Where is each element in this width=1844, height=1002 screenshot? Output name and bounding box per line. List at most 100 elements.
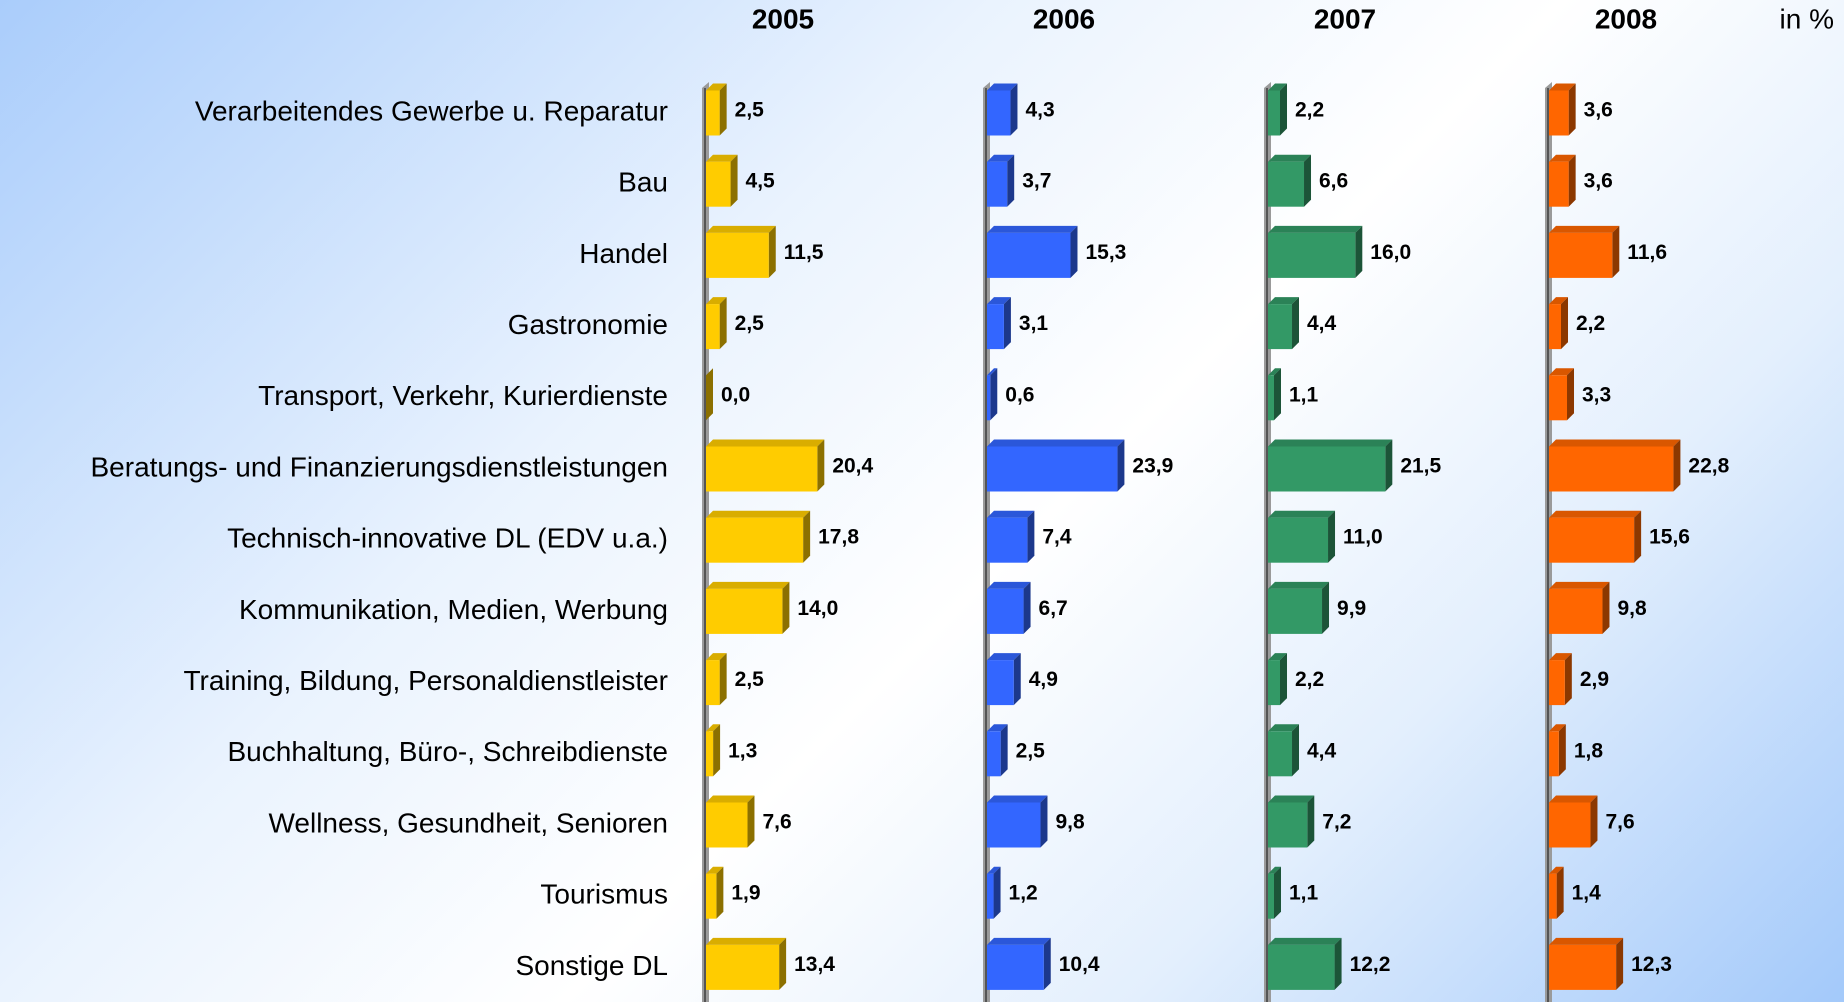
category-label: Beratungs- und Finanzierungsdienstleistu… [91,451,669,482]
value-label: 0,6 [1005,383,1034,406]
bar-side [1292,724,1300,777]
bar-side [779,937,787,990]
bar-side [1564,653,1572,706]
bar-side [1040,795,1048,848]
bar [706,232,769,278]
bar-side [1355,225,1363,278]
bar [706,446,818,492]
value-label: 6,7 [1039,597,1068,620]
bar-top [1549,581,1610,589]
category-label: Sonstige DL [515,950,668,981]
value-label: 11,6 [1627,241,1667,264]
bar-top [987,653,1021,661]
bar-side [1612,225,1620,278]
bar-top [1268,937,1342,945]
value-label: 21,5 [1400,455,1441,478]
bar-top [987,368,998,376]
value-label: 2,5 [735,312,765,335]
bar-side [1013,653,1021,706]
bar-top [1549,510,1642,518]
bar [1549,731,1559,777]
bar-side [1027,510,1035,563]
bar [987,232,1071,278]
value-label: 4,9 [1029,668,1058,691]
bar-top [706,439,825,447]
bar-side [1070,225,1078,278]
value-label: 9,8 [1617,597,1647,620]
bar [1268,873,1275,919]
bar [1268,90,1281,136]
value-label: 4,5 [746,170,776,193]
bar [706,944,780,990]
category-label: Bau [618,167,668,198]
value-label: 2,2 [1295,99,1324,122]
bar-top [1268,510,1336,518]
bar-top [1268,581,1330,589]
bar-side [1568,83,1576,136]
bar-top [987,439,1125,447]
bar [706,161,731,207]
bar-top [706,510,811,518]
category-label: Wellness, Gesundheit, Senioren [269,807,669,838]
bar [1549,161,1569,207]
bar-side [730,154,738,207]
category-label: Tourismus [540,879,668,910]
bar [987,588,1024,634]
bar-top [1549,439,1681,447]
bar [1549,660,1565,706]
bar-side [1007,154,1015,207]
bar-side [1556,866,1564,919]
value-label: 1,8 [1574,739,1604,762]
category-label: Gastronomie [508,309,668,340]
bar-side [1328,510,1336,563]
bar-side [1385,439,1393,492]
bar-side [716,866,724,919]
bar-top [987,581,1031,589]
bar [1268,660,1281,706]
bar-top [1268,866,1282,874]
value-label: 7,6 [1605,811,1634,834]
bar [1549,873,1557,919]
bar [1268,304,1293,350]
value-label: 1,1 [1289,383,1319,406]
bar-top [706,653,727,661]
value-label: 3,6 [1584,99,1613,122]
value-label: 7,4 [1042,526,1072,549]
bar-side [1334,937,1342,990]
value-label: 7,6 [762,811,791,834]
bar-side [1280,83,1288,136]
bar-top [1549,154,1576,162]
bar-top [706,937,787,945]
bar-side [1000,724,1008,777]
bar-side [1292,297,1300,350]
bar-side [1010,83,1018,136]
value-label: 20,4 [832,455,873,478]
value-label: 2,9 [1580,668,1609,691]
bar [706,304,720,350]
value-label: 9,8 [1055,811,1085,834]
bar-side [1307,795,1315,848]
bar [1268,517,1329,563]
bar [706,90,720,136]
value-label: 1,2 [1009,882,1038,905]
bar [1268,588,1323,634]
value-label: 15,3 [1085,241,1126,264]
value-label: 16,0 [1370,241,1411,264]
bar [1268,375,1275,421]
series-header: 2005 [752,3,814,34]
value-label: 3,3 [1582,383,1611,406]
bar-top [1268,795,1315,803]
value-label: 4,4 [1307,739,1337,762]
bar-side [1558,724,1566,777]
bar-top [1549,368,1575,376]
category-label: Buchhaltung, Büro-, Schreibdienste [228,736,669,767]
bar-top [1268,653,1288,661]
series-header: 2006 [1033,3,1095,34]
bar-top [987,83,1018,91]
bar-side [1590,795,1598,848]
series-header: 2007 [1314,3,1376,34]
value-label: 6,6 [1319,170,1348,193]
bar-side [747,795,755,848]
